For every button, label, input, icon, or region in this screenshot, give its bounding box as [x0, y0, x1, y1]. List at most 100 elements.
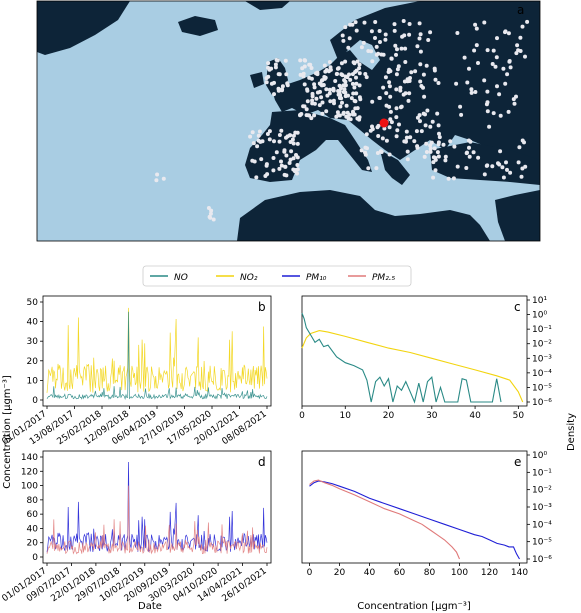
y-tick-label: 50 — [27, 298, 39, 308]
x-tick-label: 20 — [334, 568, 346, 578]
station-point — [370, 124, 374, 129]
station-point — [403, 46, 408, 51]
station-point — [288, 133, 293, 138]
y-tick-label: 40 — [27, 524, 39, 534]
station-point — [327, 91, 332, 96]
station-point — [334, 114, 339, 119]
station-point — [446, 176, 451, 181]
station-point — [482, 20, 487, 25]
station-point — [523, 54, 527, 59]
station-point — [414, 129, 419, 134]
station-point — [421, 85, 425, 90]
station-points — [154, 19, 530, 222]
station-point — [423, 123, 428, 128]
station-point — [506, 31, 511, 36]
station-point — [366, 166, 371, 171]
station-point — [417, 36, 422, 41]
series-line-NO2 — [46, 307, 268, 393]
station-point — [312, 85, 317, 90]
station-point — [255, 144, 260, 149]
station-point — [277, 133, 282, 137]
station-point — [377, 96, 382, 100]
station-point — [252, 159, 257, 164]
station-point — [259, 157, 264, 162]
panel-d-frame — [42, 450, 272, 564]
station-point — [324, 109, 329, 114]
map-frame — [36, 0, 541, 242]
station-point — [525, 19, 530, 24]
y-tick-label: 10⁻¹ — [532, 325, 552, 335]
station-point — [418, 49, 423, 54]
station-point — [370, 59, 375, 64]
series-line-PM10 — [46, 461, 268, 553]
station-point — [264, 80, 269, 85]
station-point — [207, 214, 212, 219]
station-point — [284, 173, 289, 178]
station-point — [424, 141, 429, 146]
station-point — [328, 99, 333, 104]
station-point — [418, 119, 422, 124]
station-point — [396, 64, 401, 69]
station-point — [388, 117, 393, 122]
station-point — [267, 129, 272, 134]
station-point — [291, 156, 296, 161]
station-point — [394, 115, 399, 120]
station-point — [357, 83, 362, 88]
station-point — [351, 112, 356, 117]
station-point — [473, 90, 478, 94]
station-point — [354, 75, 358, 80]
station-point — [263, 174, 268, 178]
station-point — [487, 124, 492, 129]
station-point — [421, 72, 426, 77]
station-point — [359, 45, 364, 50]
station-point — [408, 76, 412, 80]
station-point — [346, 93, 350, 98]
y-tick-label: 30 — [27, 337, 39, 347]
station-point — [384, 103, 389, 108]
station-point — [519, 174, 524, 179]
legend-label-PM25: PM₂.₅ — [372, 273, 396, 283]
station-point — [347, 36, 352, 41]
station-point — [354, 91, 359, 96]
x-tick-label: 40 — [364, 568, 376, 578]
station-point — [523, 164, 528, 169]
legend-frame — [142, 265, 412, 287]
station-point — [283, 164, 288, 169]
station-point — [336, 66, 341, 71]
station-point — [501, 175, 506, 180]
station-point — [454, 81, 459, 86]
station-point — [394, 52, 398, 57]
station-point — [369, 29, 374, 34]
station-point — [295, 141, 300, 146]
station-point — [248, 134, 253, 139]
station-point — [516, 160, 521, 165]
y-tick-label: 10⁻⁶ — [532, 398, 552, 408]
station-point — [467, 154, 472, 159]
x-tick-label: 60 — [394, 568, 406, 578]
station-point — [364, 132, 369, 137]
station-point — [485, 89, 490, 94]
station-point — [452, 144, 457, 149]
station-point — [352, 98, 357, 103]
station-point — [387, 84, 392, 89]
station-point — [346, 45, 351, 50]
station-point — [324, 87, 329, 92]
station-point — [266, 61, 271, 66]
station-point — [496, 161, 500, 166]
station-point — [211, 217, 216, 222]
panel-c: 10⁻⁶ 10⁻⁵ 10⁻⁴ 10⁻³ 10⁻² 10⁻¹ 10⁰ 10¹ 0 10 20 30 40… — [299, 295, 552, 421]
station-point — [302, 82, 307, 87]
density-line-PM10 — [309, 480, 520, 560]
station-point — [340, 33, 345, 38]
station-point — [351, 109, 355, 114]
legend-label-NO2: NO₂ — [240, 273, 258, 283]
station-point — [383, 32, 388, 37]
station-point — [383, 75, 388, 80]
station-point — [333, 79, 338, 83]
station-point — [395, 47, 399, 52]
station-point — [451, 176, 456, 181]
station-point — [404, 129, 409, 134]
station-point — [276, 88, 281, 93]
y-tick-label: 10⁻⁵ — [532, 538, 552, 548]
